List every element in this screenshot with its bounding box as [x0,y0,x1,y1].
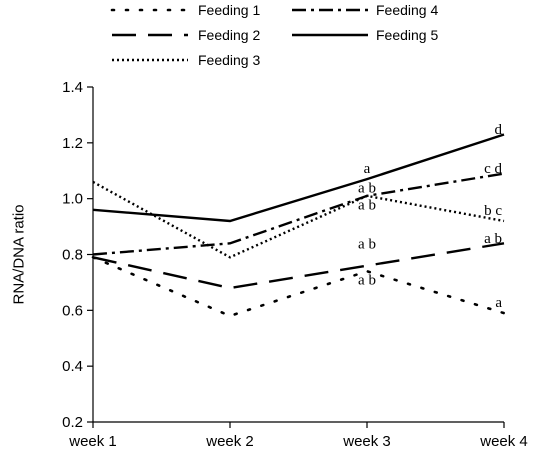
plot-area: 0.2 0.4 0.6 0.8 1.0 1.2 1.4 week 1 week 2 week 3… [62,79,528,450]
annotation-label-3: a b [358,197,376,213]
x-tick-label-week-3: week 3 [342,433,391,450]
legend-label-feeding-3: Feeding 3 [198,52,260,68]
significance-annotations: aa ba ba ba bdc db ca ba [358,122,502,311]
y-tick-label-0-2: 0.2 [62,414,83,431]
annotation-label-6: d [495,122,503,138]
y-tick-label-1-0: 1.0 [62,191,83,208]
y-tick-label-0-4: 0.4 [62,358,83,375]
annotation-label-7: c d [484,161,502,177]
series-lines [91,133,506,318]
annotation-label-8: b c [484,203,502,219]
legend: Feeding 1 Feeding 2 Feeding 3 Feeding 4 Feed… [110,2,438,68]
annotation-label-9: a b [484,231,502,247]
annotation-label-1: a [364,161,371,177]
y-axis-title: RNA/DNA ratio [10,204,27,304]
legend-label-feeding-1: Feeding 1 [198,2,260,18]
legend-label-feeding-5: Feeding 5 [376,27,438,43]
annotation-label-5: a b [358,273,376,289]
series-line-feeding-5 [92,133,505,223]
x-tick-label-week-4: week 4 [479,433,528,450]
y-tick-label-1-4: 1.4 [62,79,83,96]
annotation-label-4: a b [358,236,376,252]
y-tick-label-0-8: 0.8 [62,247,83,264]
legend-label-feeding-2: Feeding 2 [198,27,260,43]
annotation-label-2: a b [358,181,376,197]
series-line-feeding-4 [92,172,505,256]
series-line-feeding-3 [92,180,505,259]
x-tick-label-week-2: week 2 [205,433,254,450]
y-tick-label-0-6: 0.6 [62,302,83,319]
x-axis-ticks: week 1 week 2 week 3 week 4 [68,422,528,450]
annotation-label-10: a [495,295,502,311]
y-axis-ticks: 0.2 0.4 0.6 0.8 1.0 1.2 1.4 [62,79,93,431]
series-line-feeding-1 [91,255,506,318]
legend-label-feeding-4: Feeding 4 [376,2,438,18]
y-tick-label-1-2: 1.2 [62,135,83,152]
x-tick-label-week-1: week 1 [68,433,117,450]
